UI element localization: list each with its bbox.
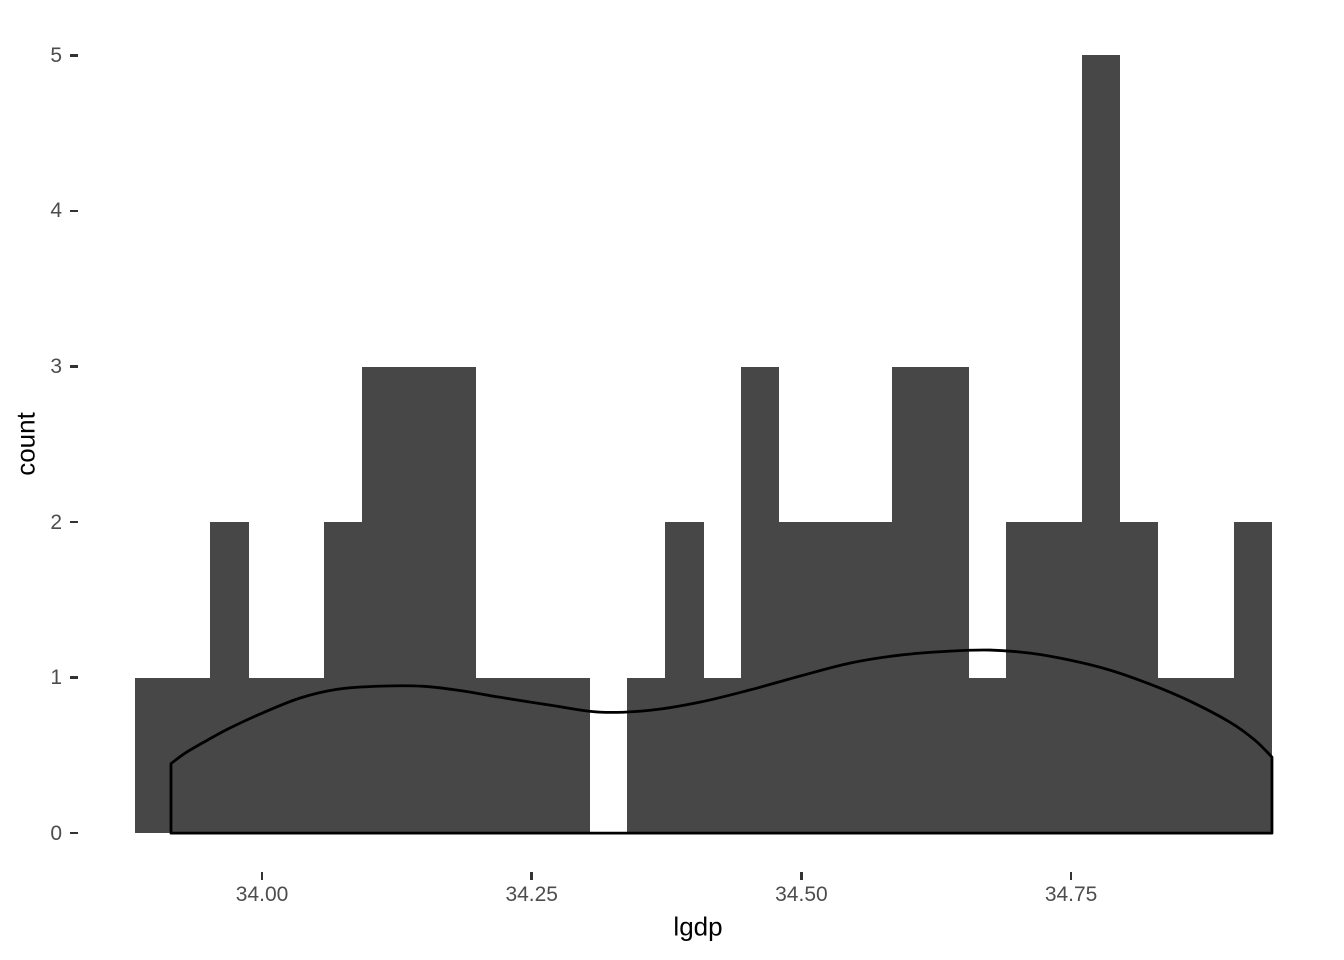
y-axis-title: count (10, 411, 41, 476)
density-curve (169, 648, 1274, 835)
x-axis-title: lgdp (673, 911, 723, 942)
